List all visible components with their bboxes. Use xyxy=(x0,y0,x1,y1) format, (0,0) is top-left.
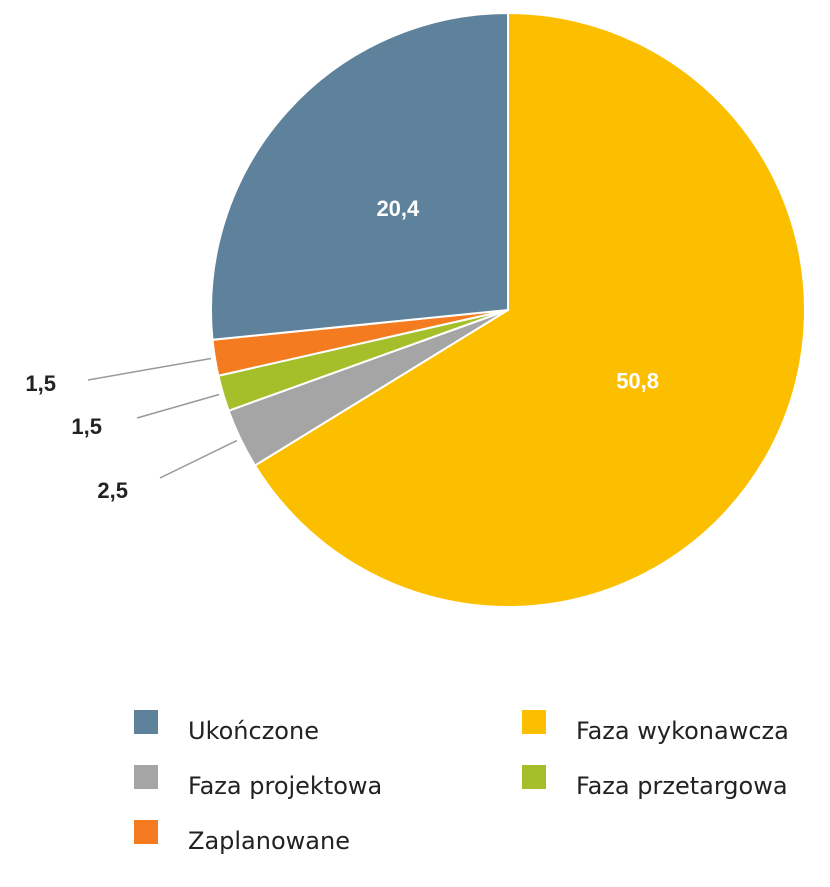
legend-label: Faza przetargowa xyxy=(576,772,788,800)
legend-label: Faza wykonawcza xyxy=(576,717,789,745)
legend-label: Faza projektowa xyxy=(188,772,382,800)
data-label: 50,8 xyxy=(616,368,659,393)
legend-swatch xyxy=(134,820,158,844)
legend-label: Zaplanowane xyxy=(188,827,350,855)
legend-swatch xyxy=(134,710,158,734)
pie-slice xyxy=(253,11,806,608)
data-label: 20,4 xyxy=(376,196,420,221)
data-label: 1,5 xyxy=(71,414,102,439)
legend-swatch xyxy=(522,765,546,789)
data-label: 1,5 xyxy=(25,371,56,396)
data-label: 2,5 xyxy=(97,478,128,503)
leader-line xyxy=(159,439,238,479)
legend-label: Ukończone xyxy=(188,717,319,745)
pie-slice xyxy=(210,11,509,341)
legend-swatch xyxy=(522,710,546,734)
leader-line xyxy=(136,393,220,419)
legend-swatch xyxy=(134,765,158,789)
leader-line xyxy=(87,357,212,381)
